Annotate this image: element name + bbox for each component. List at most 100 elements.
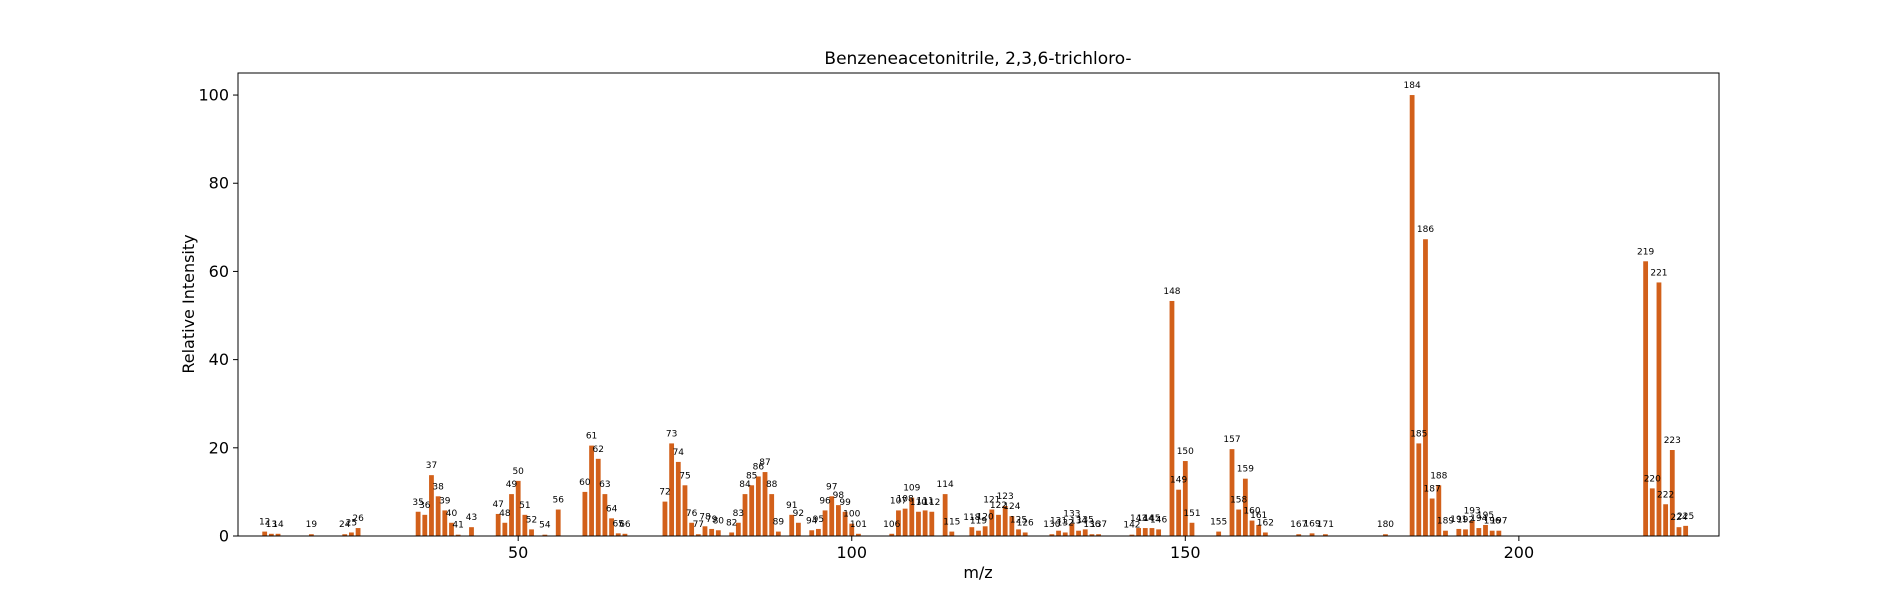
peak-bar — [1002, 506, 1008, 536]
peak-bar — [262, 531, 268, 536]
peak-label: 159 — [1237, 465, 1254, 475]
peak-bar — [515, 480, 521, 536]
peak-label: 189 — [1437, 517, 1454, 527]
peak-label: 89 — [773, 518, 785, 528]
peak-bar — [996, 514, 1001, 536]
peak-label: 219 — [1637, 247, 1654, 257]
peak-label: 145 — [1143, 514, 1160, 524]
peak-bar — [989, 509, 995, 536]
peak-label: 80 — [713, 516, 725, 526]
peak-bar — [1429, 498, 1435, 536]
peak-label: 86 — [753, 462, 765, 472]
peak-bar — [729, 532, 735, 536]
peak-label: 148 — [1163, 287, 1180, 297]
y-tick-label: 20 — [209, 438, 229, 457]
peak-label: 19 — [306, 520, 318, 530]
peak-bar — [1176, 489, 1182, 536]
peak-bar — [1456, 528, 1462, 536]
y-tick-label: 0 — [219, 527, 229, 546]
peak-label: 61 — [586, 432, 597, 442]
peak-bar — [742, 494, 748, 536]
peak-label: 62 — [593, 445, 604, 455]
peak-label: 131 — [1050, 517, 1067, 527]
peak-bar — [422, 514, 428, 536]
peak-label: 26 — [352, 514, 364, 524]
peak-bar — [689, 522, 695, 536]
peak-bar — [1229, 449, 1235, 536]
x-axis-label: m/z — [963, 563, 992, 582]
peak-bar — [762, 472, 768, 536]
peak-label: 224 — [1670, 513, 1687, 523]
peak-bar — [1069, 523, 1075, 536]
peak-bar — [842, 511, 848, 536]
peak-bar — [1423, 239, 1428, 537]
peak-label: 158 — [1230, 496, 1247, 506]
peak-label: 110 — [910, 498, 927, 508]
peak-bar — [1022, 532, 1028, 536]
peak-label: 142 — [1123, 521, 1140, 531]
peak-bar — [355, 528, 361, 536]
peak-bar — [589, 445, 594, 536]
peak-bar — [455, 534, 461, 536]
peak-bar — [1463, 529, 1468, 536]
peak-bar — [909, 497, 915, 536]
peak-bar — [829, 496, 835, 536]
peak-bar — [976, 530, 981, 536]
peak-bar — [1016, 529, 1021, 536]
peak-label: 66 — [619, 520, 631, 530]
peak-bar — [509, 494, 514, 536]
peak-label: 106 — [883, 520, 900, 530]
peak-label: 171 — [1317, 520, 1334, 530]
peak-label: 64 — [606, 504, 618, 514]
peak-label: 88 — [766, 480, 778, 490]
peak-bar — [342, 534, 348, 536]
peak-bar — [942, 494, 948, 536]
peak-bar — [1082, 529, 1088, 536]
peak-label: 97 — [826, 482, 837, 492]
peak-label: 160 — [1243, 507, 1260, 517]
peak-bar — [415, 511, 421, 536]
peak-bar — [662, 501, 668, 536]
y-axis-label: Relative Intensity — [179, 234, 198, 373]
peak-bar — [275, 533, 281, 536]
peak-label: 37 — [426, 461, 437, 471]
peak-label: 82 — [726, 518, 737, 528]
peak-label: 155 — [1210, 518, 1227, 528]
peak-label: 197 — [1490, 517, 1507, 527]
peak-bar — [969, 527, 975, 536]
peak-label: 49 — [506, 480, 518, 490]
peak-bar — [889, 533, 895, 536]
peak-bar — [308, 534, 314, 536]
peak-bar — [709, 528, 715, 536]
peak-bar — [669, 443, 675, 536]
peak-label: 185 — [1410, 429, 1427, 439]
peak-label: 63 — [599, 480, 610, 490]
peak-bar — [1383, 534, 1388, 536]
peak-label: 112 — [923, 498, 940, 508]
peak-label: 114 — [937, 480, 954, 490]
peak-bar — [1142, 528, 1148, 536]
peak-label: 193 — [1464, 507, 1481, 517]
peak-label: 157 — [1223, 435, 1240, 445]
peak-bar — [1489, 530, 1495, 536]
peak-bar — [542, 534, 548, 536]
peak-label: 221 — [1650, 268, 1667, 278]
peak-bar — [775, 531, 781, 536]
peak-bar — [1416, 443, 1422, 536]
x-tick-label: 100 — [836, 543, 867, 562]
peak-label: 149 — [1170, 476, 1187, 486]
peak-bar — [495, 513, 501, 536]
peak-bar — [789, 514, 795, 536]
peak-label: 50 — [512, 467, 524, 477]
peak-bar — [1683, 525, 1689, 536]
peak-bar — [856, 533, 861, 536]
peak-label: 39 — [439, 496, 451, 506]
peak-label: 56 — [552, 496, 564, 506]
peak-label: 96 — [819, 496, 831, 506]
y-tick-label: 100 — [198, 86, 229, 105]
peak-label: 41 — [452, 521, 463, 531]
plot-frame — [237, 72, 1720, 537]
peak-bar — [815, 528, 821, 536]
peak-bar — [1236, 509, 1242, 536]
